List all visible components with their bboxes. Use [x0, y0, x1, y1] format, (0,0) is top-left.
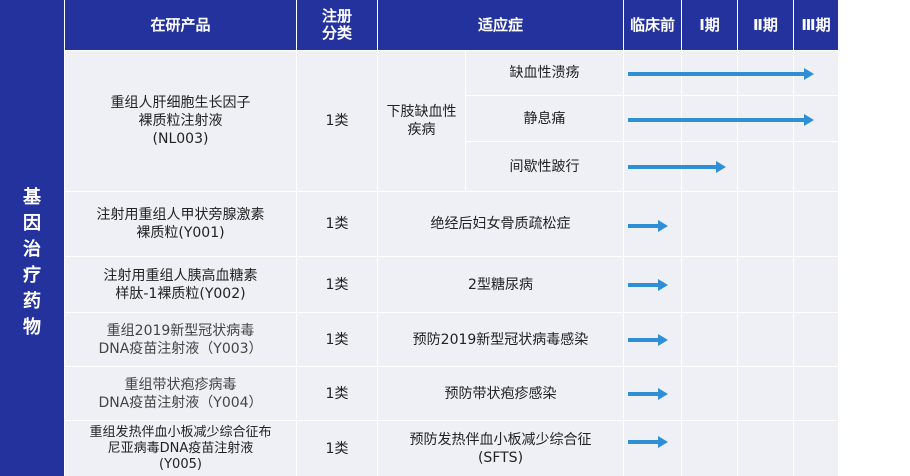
- header-phase3: Ⅲ期: [794, 0, 838, 50]
- grid-line: [681, 51, 682, 476]
- grid-line: [793, 51, 794, 476]
- grid-line: [465, 51, 466, 191]
- row-bg-4: [65, 313, 838, 366]
- registration-y001: 1类: [325, 216, 349, 232]
- indication-y002: 2型糖尿病: [468, 276, 533, 293]
- row-bg-2: [65, 192, 838, 256]
- header-preclinical: 临床前: [624, 0, 681, 50]
- header-phase2: Ⅱ期: [738, 0, 793, 50]
- product-y003: 重组2019新型冠状病毒 DNA疫苗注射液（Y003）: [98, 322, 263, 357]
- product-y004: 重组带状疱疹病毒 DNA疫苗注射液（Y004）: [98, 376, 263, 411]
- header-phase1: Ⅰ期: [682, 0, 737, 50]
- category-text: 基因治疗药物: [23, 187, 41, 338]
- grid-line: [377, 51, 378, 476]
- progress-arrow-y002: [628, 279, 668, 291]
- progress-arrow-rest-pain: [628, 114, 814, 126]
- indication-group-nl003: 下肢缺血性 疾病: [386, 104, 457, 138]
- progress-arrow-y003: [628, 334, 668, 346]
- grid-line: [737, 51, 738, 476]
- product-y002: 注射用重组人胰高血糖素 样肽-1裸质粒(Y002): [103, 267, 258, 302]
- grid-line: [466, 141, 838, 142]
- progress-arrow-y001: [628, 220, 668, 232]
- header-corner: [0, 0, 64, 50]
- product-y001: 注射用重组人甲状旁腺激素 裸质粒(Y001): [96, 207, 265, 241]
- row-bg-5: [65, 367, 838, 420]
- pipeline-table: 在研产品 注册 分类 适应症 临床前 Ⅰ期 Ⅱ期 Ⅲ期 基因治疗药物 重组人肝细…: [0, 0, 838, 476]
- progress-arrow-y004: [628, 388, 668, 400]
- row-bg-6: [65, 421, 838, 476]
- header-registration: 注册 分类: [297, 0, 377, 50]
- grid-line: [466, 95, 838, 96]
- progress-arrow-y005: [628, 436, 668, 448]
- sub-indication-rest-pain: 静息痛: [523, 110, 566, 127]
- registration-y005: 1类: [325, 440, 349, 457]
- sub-indication-ulcer: 缺血性溃疡: [509, 65, 580, 81]
- header-indication: 适应症: [378, 0, 623, 50]
- grid-line: [623, 51, 624, 476]
- progress-arrow-ulcer: [628, 68, 814, 80]
- grid-line: [296, 51, 297, 476]
- indication-y001: 绝经后妇女骨质疏松症: [430, 216, 571, 232]
- registration-nl003: 1类: [325, 113, 349, 129]
- header-product: 在研产品: [65, 0, 296, 50]
- row-bg-3: [65, 257, 838, 312]
- progress-arrow-claudication: [628, 161, 726, 173]
- indication-y003: 预防2019新型冠状病毒感染: [412, 331, 589, 348]
- registration-y002: 1类: [325, 276, 349, 293]
- registration-y003: 1类: [325, 331, 349, 348]
- indication-y005: 预防发热伴血小板减少综合征 (SFTS): [409, 431, 592, 466]
- product-nl003: 重组人肝细胞生长因子 裸质粒注射液 (NL003): [110, 95, 251, 147]
- sub-indication-claudication: 间歇性跛行: [509, 158, 580, 175]
- indication-y004: 预防带状疱疹感染: [444, 385, 557, 402]
- product-y005: 重组发热伴血小板减少综合征布 尼亚病毒DNA疫苗注射液 (Y005): [89, 424, 272, 472]
- registration-y004: 1类: [325, 385, 349, 402]
- category-label: 基因治疗药物: [0, 50, 64, 476]
